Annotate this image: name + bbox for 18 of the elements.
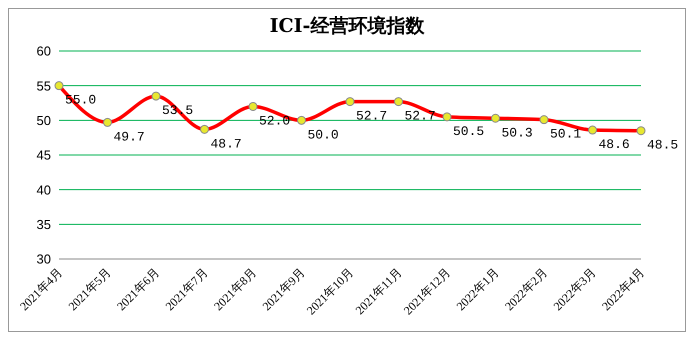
data-label: 49.7 xyxy=(114,129,145,144)
y-tick-label: 35 xyxy=(36,216,51,232)
chart-title: ICI-经营环境指数 xyxy=(268,14,426,39)
y-tick-label: 50 xyxy=(36,112,51,128)
y-tick-label: 30 xyxy=(36,252,51,267)
data-label: 52.7 xyxy=(356,108,388,124)
y-tick-label: 45 xyxy=(36,148,51,163)
data-label: 50.3 xyxy=(502,125,533,140)
y-tick-label: 40 xyxy=(36,182,51,198)
data-label: 52.7 xyxy=(404,108,436,124)
data-label: 48.6 xyxy=(598,137,630,152)
data-label: 50.1 xyxy=(550,126,582,142)
y-tick-label: 60 xyxy=(36,44,51,59)
data-label: 48.7 xyxy=(210,136,242,152)
data-label: 50.5 xyxy=(453,124,484,139)
y-tick-label: 55 xyxy=(36,78,51,94)
data-label: 50.0 xyxy=(308,127,339,142)
data-label: 48.5 xyxy=(647,138,678,153)
